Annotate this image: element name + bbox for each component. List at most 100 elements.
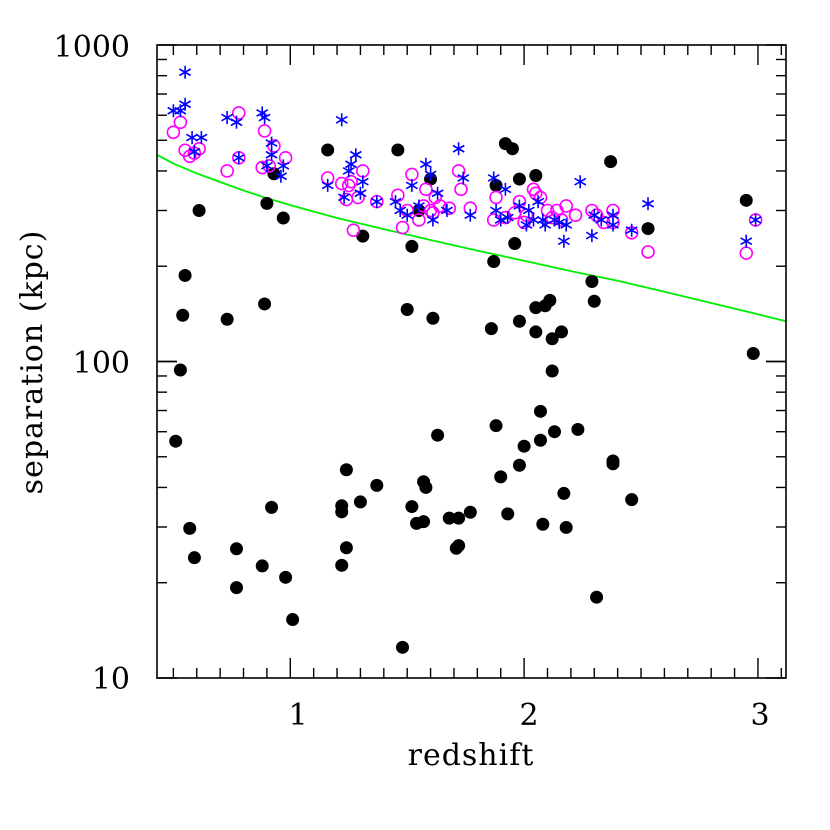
star-point [487,171,500,185]
filled-circle-point [426,311,440,325]
filled-circle-point [276,211,290,225]
filled-circle-point [512,314,526,328]
star-point [345,157,358,171]
open-circle-point [433,199,447,213]
star-point [642,197,655,211]
open-circle-point [220,164,234,178]
x-tick-label-3: 3 [750,698,769,733]
open-circle-point [412,213,426,227]
star-point [356,175,369,189]
filled-circle-point [508,236,522,250]
filled-circle-point [321,143,335,157]
filled-circle-point [489,419,503,433]
star-point [431,186,444,200]
filled-circle-point [548,425,562,439]
open-circle-point [355,164,370,178]
filled-circle-point [339,463,353,477]
filled-circle-point [487,254,501,268]
star-point [265,136,278,150]
filled-circle-point [452,539,466,553]
star-point [553,216,566,229]
open-circle-point [559,199,574,213]
open-circle-point [451,164,466,178]
star-point [188,145,201,159]
filled-circle-point [625,493,639,507]
filled-circle-point [286,613,300,627]
open-circle-point [257,124,272,138]
star-point [167,104,180,118]
filled-circle-point [339,541,353,555]
filled-circle-point [545,332,559,346]
star-point [354,186,367,200]
filled-circle-point [585,274,599,288]
filled-circle-point [279,570,293,584]
open-circle-point [262,159,277,173]
open-circle-point [334,176,349,191]
filled-circle-point [529,168,543,182]
filled-circle-point [529,325,543,339]
filled-circle-point [606,457,620,471]
filled-circle-point [260,196,274,210]
star-point [258,111,271,124]
star-point [277,159,290,173]
star-point [186,131,199,145]
star-point [557,234,570,248]
filled-circle-point [512,458,526,472]
star-point [595,213,608,227]
filled-circle-point [501,507,515,521]
filled-circle-point [484,322,498,336]
star-point [221,111,234,124]
filled-circle-point [176,308,190,322]
plot-frame [156,44,787,679]
star-point [265,148,278,162]
open-circle-point [568,208,583,222]
filled-circle-point [545,364,559,378]
x-tick-label-2: 2 [519,698,538,733]
open-circle-point [346,223,361,237]
star-point [501,211,514,224]
filled-circle-point [396,640,410,654]
open-circle-point [395,220,410,235]
open-circle-point [589,208,604,222]
star-point [457,171,470,185]
open-circle-point [166,125,181,140]
filled-circle-point [533,404,547,418]
filled-circle-point [391,143,405,157]
star-point [522,204,535,217]
filled-circle-point [463,505,477,519]
open-circle-point [351,190,365,205]
filled-circle-point [536,517,550,531]
y-tick-label-100: 100 [73,346,130,381]
star-point [426,213,439,227]
filled-circle-point [517,439,531,453]
open-circle-point [278,151,293,165]
star-point [585,229,598,243]
filled-circle-point [555,325,569,339]
star-point [342,164,355,178]
filled-circle-point [400,302,414,316]
y-axis-label: separation (kpc) [15,230,50,495]
filled-circle-point [335,499,349,513]
star-point [256,106,269,120]
filled-circle-point [489,178,503,192]
open-circle-point [391,188,405,203]
star-point [412,199,425,213]
filled-circle-point [405,500,419,514]
filled-circle-point [255,559,269,573]
star-point [419,157,432,171]
filled-circle-point [557,486,571,500]
filled-circle-point [746,346,760,360]
filled-circle-point [641,222,655,236]
model-curve-line [156,154,787,323]
star-point [179,97,192,111]
filled-circle-point [590,590,604,604]
filled-circle-point [405,239,419,253]
open-circle-point [405,167,419,182]
x-axis-label: redshift [408,738,535,773]
ticks-layer [157,44,786,679]
star-point [405,178,418,192]
filled-circle-point [183,521,197,535]
star-point [490,204,503,217]
filled-circle-point [353,495,367,509]
filled-circle-point [505,142,519,156]
